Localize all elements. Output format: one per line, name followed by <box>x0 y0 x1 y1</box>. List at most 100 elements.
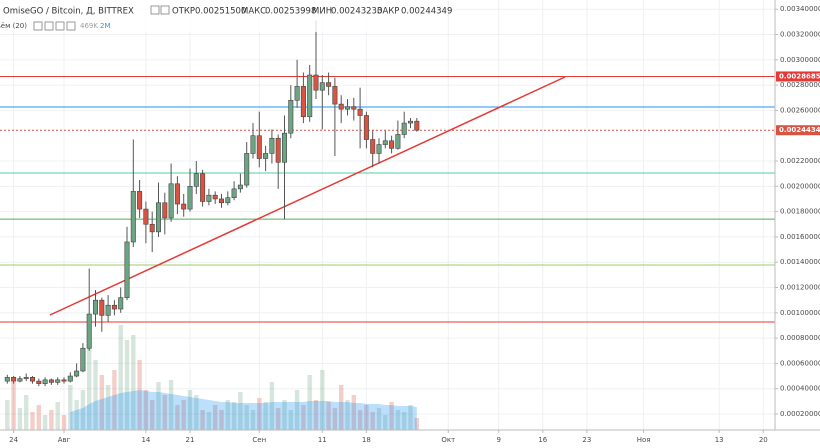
candle-body <box>30 377 36 382</box>
candle-body <box>275 137 281 163</box>
open-label: ОТКР <box>172 7 195 17</box>
y-tick-label: 0.00340000 <box>780 5 820 13</box>
volume-bar <box>370 412 375 430</box>
volume-bar <box>61 415 67 430</box>
volume-title: Объём (20) <box>0 22 27 30</box>
candle-body <box>86 313 92 349</box>
volume-bar <box>49 410 54 430</box>
y-tick-label: 0.00100000 <box>780 309 820 317</box>
volume-bar <box>149 400 155 430</box>
candle-body <box>118 297 124 310</box>
volume-bar <box>313 400 319 430</box>
volume-bar <box>401 412 407 430</box>
close-value: 0.00244349 <box>401 7 452 17</box>
volume-bar <box>250 410 256 430</box>
candle-body <box>111 304 117 310</box>
volume-bar <box>206 412 212 430</box>
high-label: МАКС <box>241 7 266 17</box>
x-tick-label: 13 <box>715 436 724 444</box>
volume-bar <box>87 330 92 430</box>
checkbox[interactable] <box>55 21 65 31</box>
price-axis-bg <box>775 0 820 448</box>
candle-body <box>231 188 237 199</box>
candle-body <box>48 379 54 383</box>
candle-body <box>269 137 275 154</box>
checkbox[interactable] <box>160 5 170 15</box>
close-label: ЗАКР <box>377 7 399 17</box>
y-tick-label: 0.00320000 <box>780 31 820 39</box>
volume-bar <box>275 408 281 430</box>
x-tick-label: Авг <box>58 436 71 444</box>
candle-body <box>288 100 294 134</box>
candle-body <box>281 132 288 163</box>
candle-body <box>407 120 413 124</box>
volume-bar <box>219 410 224 430</box>
price-tag-label: 0.00244349 <box>779 126 820 134</box>
volume-bar <box>5 400 10 430</box>
candle-body <box>395 134 401 149</box>
volume-bar <box>326 402 331 430</box>
y-tick-label: 0.00020000 <box>780 410 820 418</box>
volume-bar <box>288 410 294 430</box>
candle-body <box>401 122 407 135</box>
volume-bar <box>124 340 130 430</box>
x-tick-label: 16 <box>538 436 547 444</box>
volume-bar <box>194 395 199 430</box>
volume-bar <box>80 390 86 430</box>
candle-body <box>370 139 376 154</box>
candle-body <box>206 194 212 202</box>
candle-body <box>237 184 243 190</box>
volume-bar <box>257 398 262 430</box>
candle-body <box>105 304 111 316</box>
candle-body <box>92 299 99 315</box>
checkbox[interactable] <box>66 21 76 31</box>
volume-bar <box>320 370 325 430</box>
candle-body <box>294 86 300 101</box>
volume-bar <box>212 405 218 430</box>
candle-body <box>313 74 319 91</box>
candle-body <box>181 203 187 210</box>
candle-body <box>80 347 86 372</box>
price-tag-label: 0.00286855 <box>779 72 820 80</box>
candle-body <box>17 378 23 382</box>
x-tick-label: 23 <box>582 436 591 444</box>
volume-bar <box>30 412 35 430</box>
volume-bar <box>301 405 306 430</box>
y-tick-label: 0.00060000 <box>780 359 820 367</box>
x-tick-label: 21 <box>186 436 195 444</box>
volume-bar <box>181 400 186 430</box>
open-value: 0.00251500 <box>195 7 246 17</box>
header-bg <box>0 0 430 32</box>
volume-bar <box>187 390 193 430</box>
volume-ma-value: 2M <box>100 22 111 30</box>
candle-body <box>23 377 29 379</box>
checkbox[interactable] <box>33 21 43 31</box>
volume-bar <box>17 408 23 430</box>
checkbox[interactable] <box>44 21 54 31</box>
candle-body <box>326 82 332 87</box>
volume-bar <box>307 375 312 430</box>
volume-bar <box>11 382 16 430</box>
candle-body <box>143 208 149 225</box>
candle-body <box>137 191 143 210</box>
volume-bar <box>332 408 338 430</box>
volume-bar <box>200 410 205 430</box>
candles <box>4 20 420 387</box>
candle-body <box>212 194 218 200</box>
volume-bar <box>168 380 174 430</box>
candle-body <box>256 135 262 159</box>
candle-body <box>42 379 48 384</box>
volume-bar <box>112 370 117 430</box>
candle-body <box>11 377 17 382</box>
volume-pane <box>5 325 419 430</box>
candle-body <box>263 153 269 159</box>
candle-body <box>225 197 231 204</box>
candle-body <box>389 140 395 149</box>
volume-bar <box>357 410 363 430</box>
x-tick-label: 24 <box>9 436 18 444</box>
checkbox[interactable] <box>150 5 160 15</box>
candle-body <box>319 82 325 91</box>
volume-bar <box>395 410 401 430</box>
volume-bar <box>238 392 243 430</box>
